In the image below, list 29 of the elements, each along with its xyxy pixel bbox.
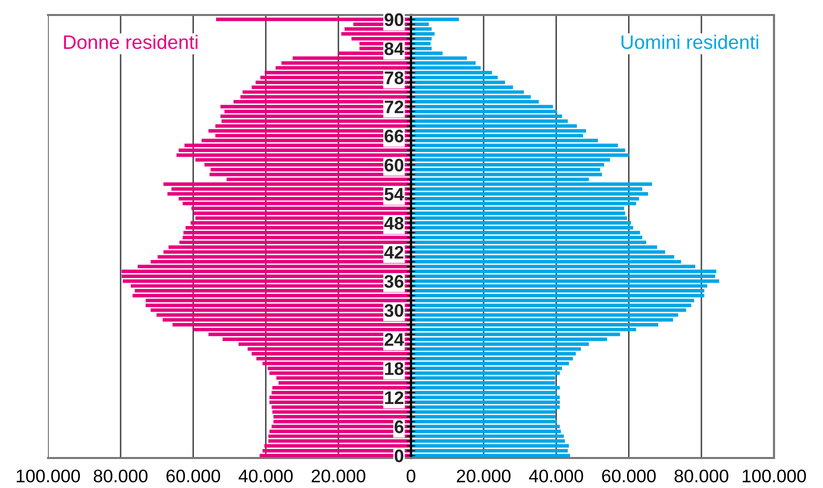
x-tick-label: 0 bbox=[406, 470, 416, 482]
x-tick-label: 100.000 bbox=[742, 470, 806, 482]
y-tick-label: 24 bbox=[384, 333, 404, 346]
x-tick-label: 60.000 bbox=[602, 470, 656, 482]
x-tick-label: 60.000 bbox=[166, 470, 220, 482]
x-tick-label: 20.000 bbox=[312, 470, 366, 482]
series-label: Donne residenti bbox=[64, 34, 198, 50]
y-tick-label: 60 bbox=[384, 158, 404, 172]
y-tick-label: 12 bbox=[385, 391, 404, 404]
y-tick-label: 78 bbox=[384, 71, 404, 84]
y-tick-label: 72 bbox=[384, 100, 404, 114]
y-tick-label: 18 bbox=[385, 362, 404, 376]
y-tick-label: 66 bbox=[384, 130, 404, 142]
x-tick-label: 20.000 bbox=[456, 470, 511, 482]
y-tick-label: 90 bbox=[384, 13, 404, 26]
y-tick-label: 54 bbox=[384, 188, 404, 201]
x-tick-label: 80.000 bbox=[674, 470, 728, 482]
y-tick-label: 84 bbox=[384, 42, 404, 56]
y-tick-label: 6 bbox=[394, 420, 404, 434]
x-tick-label: 100.000 bbox=[16, 470, 80, 482]
y-tick-label: 0 bbox=[394, 450, 404, 462]
x-tick-label: 80.000 bbox=[94, 470, 148, 482]
y-tick-label: 42 bbox=[384, 246, 404, 259]
y-tick-label: 36 bbox=[384, 275, 404, 288]
x-tick-label: 40.000 bbox=[529, 470, 584, 482]
y-tick-label: 30 bbox=[384, 304, 404, 317]
x-tick-label: 40.000 bbox=[238, 470, 293, 482]
text: Uomini residenti bbox=[622, 34, 758, 50]
y-tick-label: 48 bbox=[384, 216, 404, 230]
